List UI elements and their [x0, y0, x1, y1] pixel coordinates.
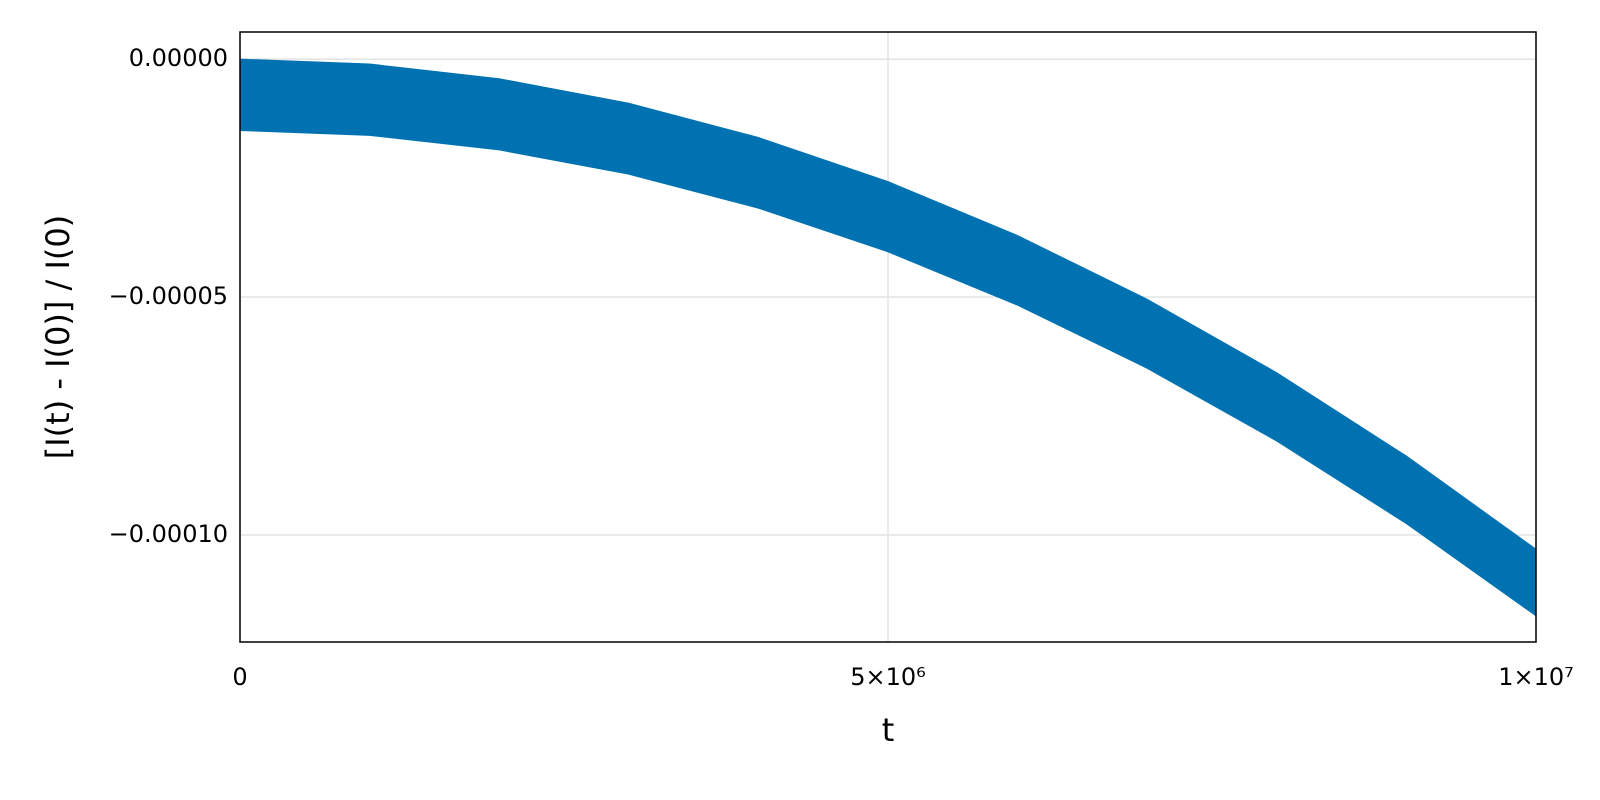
- x-tick-label: 0: [232, 663, 247, 691]
- x-tick-label: 5×10⁶: [850, 663, 926, 691]
- axes-frame: [239, 31, 1537, 643]
- y-tick-label: −0.00005: [109, 282, 228, 310]
- x-tick-label: 1×10⁷: [1498, 663, 1574, 691]
- y-tick-label: 0.00000: [129, 44, 228, 72]
- x-axis-label: t: [882, 711, 895, 749]
- y-axis-label: [I(t) - I(0)] / I(0): [39, 215, 77, 459]
- y-tick-label: −0.00010: [109, 520, 228, 548]
